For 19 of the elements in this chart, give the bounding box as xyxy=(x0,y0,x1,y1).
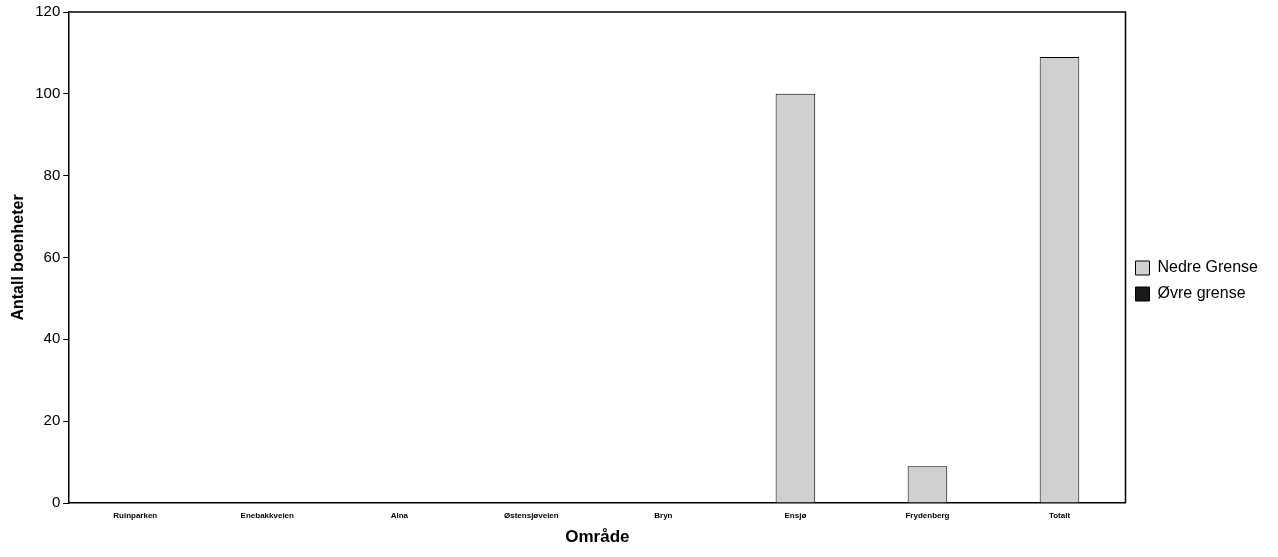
y-tick-label: 80 xyxy=(43,165,61,183)
x-tick-label: Bryn xyxy=(654,511,673,520)
x-tick-label: Enebakkveien xyxy=(240,511,295,520)
x-tick-label: Ruinparken xyxy=(113,511,158,520)
x-tick-label: Totalt xyxy=(1048,511,1071,520)
legend-label: Nedre Grense xyxy=(1157,258,1259,276)
legend-label: Øvre grense xyxy=(1157,284,1246,302)
y-tick-label: 120 xyxy=(35,2,61,20)
x-tick-label: Frydenberg xyxy=(905,511,950,520)
y-tick-label: 60 xyxy=(43,247,61,265)
y-tick-label: 100 xyxy=(35,83,61,101)
x-tick-label: Alna xyxy=(390,511,409,520)
x-axis-title: Område xyxy=(565,527,630,547)
x-tick-label: Østensjøveien xyxy=(504,511,559,520)
y-tick-label: 20 xyxy=(43,411,61,429)
x-tick-label: Ensjø xyxy=(784,511,807,520)
y-axis-title: Antall boenheter xyxy=(9,194,27,321)
y-tick-label: 40 xyxy=(43,329,61,347)
y-tick-label: 0 xyxy=(51,493,61,511)
